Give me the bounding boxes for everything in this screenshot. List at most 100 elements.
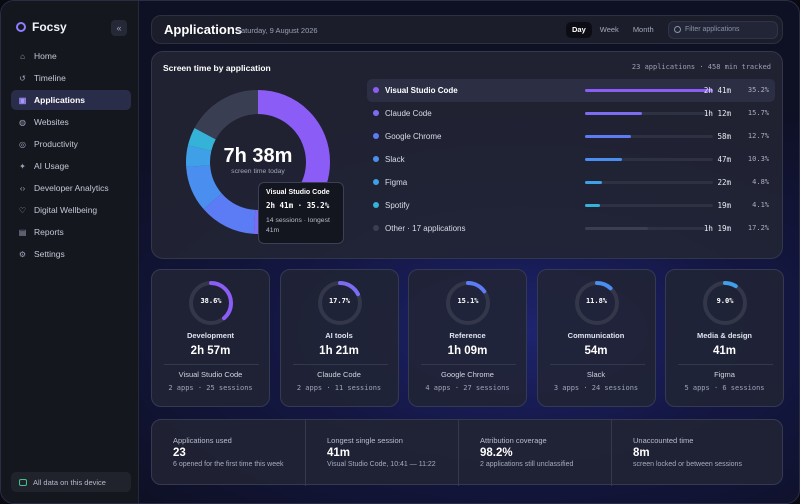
app-color-dot bbox=[373, 179, 379, 185]
category-card[interactable]: 17.7% AI tools 1h 21m Claude Code 2 apps · 1… bbox=[279, 269, 399, 407]
category-meta: 2 apps · 25 sessions bbox=[168, 384, 253, 392]
category-name: AI tools bbox=[325, 331, 353, 340]
app-bar-track bbox=[585, 227, 713, 230]
document-icon: ▤ bbox=[18, 227, 27, 237]
app-row[interactable]: Claude Code 1h 12m 15.7% bbox=[367, 102, 775, 125]
range-week-button[interactable]: Week bbox=[599, 25, 619, 34]
app-name: Visual Studio Code bbox=[385, 86, 458, 95]
brand: Focsy bbox=[16, 20, 67, 34]
app-name: Spotify bbox=[385, 201, 410, 210]
category-meta: 2 apps · 11 sessions bbox=[296, 384, 382, 392]
app-time: 58m bbox=[717, 132, 731, 141]
app-list: Visual Studio Code 2h 41m 35.2% Claude Code… bbox=[367, 79, 775, 240]
app-percent: 10.3% bbox=[747, 155, 769, 163]
category-time: 41m bbox=[712, 345, 737, 357]
sidebar-item-developer-analytics[interactable]: ‹› Developer Analytics bbox=[11, 178, 131, 198]
category-name: Reference bbox=[449, 331, 486, 340]
category-ring bbox=[317, 281, 362, 325]
globe-icon: ◍ bbox=[19, 117, 26, 127]
range-selector: Day Week Month bbox=[566, 22, 660, 38]
category-ring bbox=[703, 281, 747, 325]
sidebar-item-label: Reports bbox=[34, 227, 64, 237]
app-bar-track bbox=[585, 135, 713, 138]
category-card[interactable]: 38.6% Development 2h 57m Visual Studio Code… bbox=[151, 269, 270, 407]
category-top-app: Visual Studio Code bbox=[178, 370, 243, 379]
window-icon: ▣ bbox=[18, 95, 27, 105]
divider bbox=[421, 364, 516, 365]
category-card[interactable]: 15.1% Reference 1h 09m Google Chrome 4 apps … bbox=[408, 269, 527, 407]
filter-placeholder: Filter applications bbox=[685, 26, 740, 33]
app-bar-track bbox=[585, 181, 713, 184]
stat-value: 23 bbox=[173, 447, 186, 459]
app-row[interactable]: Figma 22m 4.8% bbox=[367, 171, 775, 194]
category-time: 1h 09m bbox=[447, 345, 488, 357]
app-row[interactable]: Google Chrome 58m 12.7% bbox=[367, 125, 775, 148]
search-icon bbox=[674, 26, 681, 33]
category-top-app: Figma bbox=[714, 370, 735, 379]
stat-value: 41m bbox=[327, 447, 351, 459]
category-cards: 38.6% Development 2h 57m Visual Studio Code… bbox=[151, 269, 784, 407]
category-time: 1h 21m bbox=[319, 345, 359, 357]
range-day-button[interactable]: Day bbox=[566, 22, 592, 38]
app-bar-track bbox=[585, 158, 713, 161]
category-name: Development bbox=[186, 331, 235, 340]
gear-icon: ⚙ bbox=[18, 249, 27, 259]
sidebar-item-timeline[interactable]: ↺ Timeline bbox=[11, 68, 131, 88]
category-card[interactable]: 9.0% Media & design 41m Figma 5 apps · 6 ses… bbox=[665, 269, 784, 407]
stat-note: screen locked or between sessions bbox=[633, 461, 742, 468]
app-time: 2h 41m bbox=[703, 86, 731, 95]
sidebar-item-settings[interactable]: ⚙ Settings bbox=[11, 244, 131, 264]
category-card[interactable]: 11.8% Communication 54m Slack 3 apps · 24 se… bbox=[536, 269, 656, 407]
summary-stat: Attribution coverage 98.2% 2 applications … bbox=[458, 420, 611, 486]
stat-label: Longest single session bbox=[327, 436, 403, 445]
divider bbox=[678, 364, 773, 365]
summary-stats: Applications used 23 6 opened for the firs… bbox=[151, 419, 783, 486]
category-meta: 5 apps · 6 sessions bbox=[684, 384, 765, 392]
sidebar-item-home[interactable]: ⌂ Home bbox=[11, 46, 131, 66]
sidebar-item-websites[interactable]: ◍ Websites bbox=[11, 112, 131, 132]
stat-note: 2 applications still unclassified bbox=[480, 461, 574, 468]
sidebar-item-digital-wellbeing[interactable]: ♡ Digital Wellbeing bbox=[11, 200, 131, 220]
range-month-button[interactable]: Month bbox=[632, 25, 654, 34]
code-icon: ‹› bbox=[19, 183, 26, 193]
sidebar-item-label: Digital Wellbeing bbox=[34, 205, 98, 215]
app-row[interactable]: Other · 17 applications 1h 19m 17.2% bbox=[367, 217, 775, 240]
summary-stat: Longest single session 41m Visual Studio C… bbox=[305, 420, 458, 486]
focsy-logo-icon bbox=[16, 22, 26, 32]
app-name: Google Chrome bbox=[385, 132, 442, 141]
header-bar: Applications Saturday, 9 August 2026 Day… bbox=[151, 15, 783, 44]
donut-slice-figma[interactable] bbox=[186, 90, 330, 234]
app-time: 1h 19m bbox=[703, 224, 731, 233]
sidebar-item-label: Settings bbox=[34, 249, 65, 259]
divider bbox=[549, 364, 645, 365]
category-time: 2h 57m bbox=[190, 345, 231, 357]
divider bbox=[164, 364, 259, 365]
category-meta: 3 apps · 24 sessions bbox=[553, 384, 639, 392]
device-status: All data on this device bbox=[11, 472, 131, 492]
panel-title: Screen time by application bbox=[163, 63, 271, 73]
app-name: Claude Code bbox=[385, 109, 432, 118]
app-time: 19m bbox=[717, 201, 731, 210]
collapse-sidebar-button[interactable]: « bbox=[111, 20, 127, 36]
category-ring bbox=[574, 281, 619, 325]
category-top-app: Google Chrome bbox=[441, 370, 494, 379]
app-bar bbox=[585, 135, 632, 138]
filter-input[interactable]: Filter applications bbox=[668, 21, 778, 39]
ring-progress bbox=[574, 281, 619, 325]
app-row[interactable]: Visual Studio Code 2h 41m 35.2% bbox=[367, 79, 775, 102]
app-row[interactable]: Spotify 19m 4.1% bbox=[367, 194, 775, 217]
ring-progress bbox=[189, 281, 233, 325]
category-name: Communication bbox=[567, 331, 625, 340]
app-row[interactable]: Slack 47m 10.3% bbox=[367, 148, 775, 171]
page-date: Saturday, 9 August 2026 bbox=[236, 26, 318, 35]
app-bar-track bbox=[585, 89, 713, 92]
sidebar-item-ai-usage[interactable]: ✦ AI Usage bbox=[11, 156, 131, 176]
sidebar-item-reports[interactable]: ▤ Reports bbox=[11, 222, 131, 242]
sidebar-item-applications[interactable]: ▣ Applications bbox=[11, 90, 131, 110]
sidebar-item-productivity[interactable]: ◎ Productivity bbox=[11, 134, 131, 154]
app-bar bbox=[585, 227, 648, 230]
stat-label: Applications used bbox=[173, 436, 232, 445]
app-percent: 17.2% bbox=[747, 224, 769, 232]
donut-slice-other-17-applications[interactable] bbox=[186, 90, 330, 234]
